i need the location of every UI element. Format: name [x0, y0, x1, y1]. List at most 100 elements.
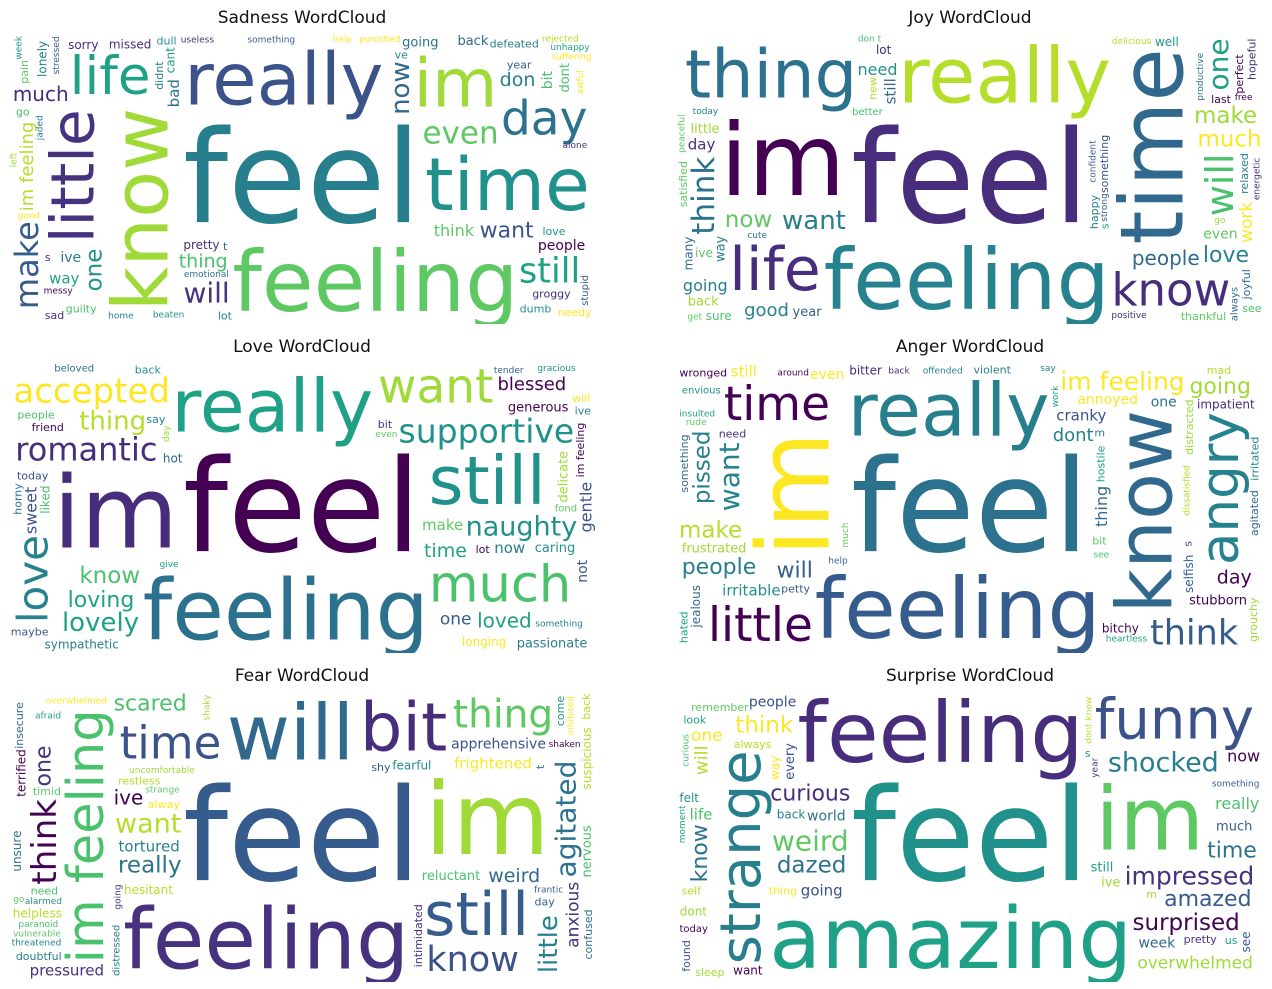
word-go: go: [1214, 216, 1226, 226]
word-always: always: [1230, 287, 1241, 321]
word-thing: thing: [685, 35, 857, 113]
word-year: year: [793, 305, 823, 320]
word-want: want: [733, 964, 763, 978]
word-pain: pain: [18, 60, 31, 84]
word-not: not: [575, 559, 591, 582]
word-surprised: surprised: [1133, 910, 1240, 936]
word-feeling: feeling: [824, 231, 1110, 324]
word-go: go: [16, 105, 30, 118]
word-t: t: [534, 764, 547, 769]
word-know: know: [688, 824, 713, 882]
word-punished: punished: [359, 35, 400, 45]
word-helpless: helpless: [13, 907, 62, 921]
word-dazed: dazed: [777, 853, 847, 879]
word-shaken: shaken: [549, 740, 581, 750]
word-im-feeling: im feeling: [574, 423, 587, 478]
word-thing: thing: [1092, 486, 1111, 527]
word-found: found: [680, 940, 693, 972]
word-im: im: [720, 102, 845, 219]
word-thing: thing: [179, 250, 228, 272]
word-satisfied: satisfied: [677, 161, 690, 207]
word-t: t: [223, 240, 228, 253]
word-cute: cute: [747, 231, 767, 241]
word-much: much: [1197, 127, 1261, 153]
word-shy: shy: [371, 761, 391, 774]
word-im: im: [414, 45, 498, 123]
word-remember: remember: [691, 701, 749, 714]
word-cant: cant: [163, 47, 177, 74]
word-petty: petty: [781, 582, 810, 595]
word-now: now: [725, 207, 772, 233]
word-much: much: [1216, 820, 1252, 835]
word-positive: positive: [1111, 311, 1147, 321]
word-annoyed: annoyed: [1077, 392, 1138, 408]
word-know: know: [426, 940, 519, 980]
word-funny: funny: [1095, 691, 1254, 753]
word-hesitant: hesitant: [124, 883, 173, 897]
word-one: one: [440, 610, 472, 630]
word-inhibited: inhibited: [567, 696, 577, 735]
word-will: will: [777, 558, 813, 583]
word-delicious: delicious: [1112, 37, 1152, 47]
word-dissatisfied: dissatisfied: [1183, 465, 1193, 516]
word-groggy: groggy: [532, 288, 571, 301]
word-im-feeling: im feeling: [57, 709, 116, 963]
word-shocked: shocked: [1108, 747, 1219, 778]
word-day: day: [688, 135, 716, 153]
word-still: still: [429, 442, 546, 520]
word-people: people: [682, 555, 757, 580]
word-sorry: sorry: [68, 38, 98, 52]
word-need: need: [31, 885, 59, 898]
love-wordcloud-panel: Love WordCloud feel feeling im really support…: [8, 335, 596, 653]
word-help: help: [828, 556, 848, 566]
word-pissed: pissed: [689, 430, 715, 504]
word-going: going: [402, 35, 438, 50]
word-work: work: [1051, 385, 1061, 408]
word-many: many: [681, 237, 695, 271]
word-peaceful: peaceful: [677, 114, 687, 153]
word-loved: loved: [477, 609, 532, 633]
word-something: something: [535, 620, 583, 630]
word-today: today: [679, 924, 708, 935]
word-life: life: [729, 235, 820, 305]
word-back: back: [457, 34, 488, 49]
word-stupid: stupid: [580, 275, 591, 306]
word-people: people: [17, 408, 55, 421]
word-dull: dull: [157, 35, 177, 48]
word-messy: messy: [44, 287, 74, 297]
word-bitter: bitter: [849, 363, 882, 377]
word-little: little: [38, 109, 108, 243]
surprise-wordcloud-panel: Surprise WordCloud feel feeling amazing im st…: [676, 664, 1264, 982]
word-happy: happy: [1088, 194, 1101, 229]
love-wordcloud-cloud: feel feeling im really supportive still much ro…: [8, 362, 596, 653]
word-relaxed: relaxed: [1238, 153, 1251, 194]
word-will: will: [183, 276, 229, 309]
word-left: left: [10, 152, 20, 167]
word-irritable: irritable: [722, 581, 780, 599]
word-sleep: sleep: [695, 966, 724, 979]
word-envious: envious: [682, 386, 721, 397]
word-energetic: energetic: [1253, 158, 1263, 201]
word-thankful: thankful: [1181, 310, 1226, 323]
word-will: will: [572, 392, 590, 405]
word-really: really: [1215, 794, 1259, 813]
word-home: home: [108, 311, 134, 321]
word-back: back: [888, 367, 910, 377]
word-frustrated: frustrated: [682, 542, 747, 557]
word-lonely: lonely: [35, 41, 49, 77]
word-dont-know: dont know: [1085, 697, 1095, 744]
word-wronged: wronged: [679, 367, 727, 380]
word-little: little: [708, 598, 813, 653]
word-confident: confident: [1089, 140, 1099, 183]
word-make: make: [8, 221, 46, 309]
word-one: one: [31, 746, 56, 787]
word-week: week: [14, 35, 24, 59]
word-cranky: cranky: [1056, 406, 1106, 424]
word-im: im: [425, 761, 550, 878]
word-know: know: [79, 563, 140, 589]
word-horny: horny: [11, 483, 24, 515]
word-come: come: [554, 696, 567, 726]
